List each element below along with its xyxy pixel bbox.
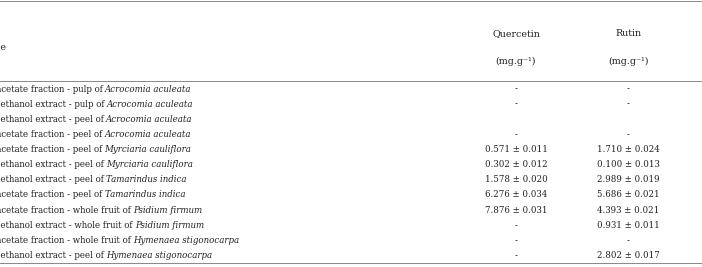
- Text: Sample: Sample: [0, 43, 6, 52]
- Text: -: -: [627, 236, 630, 245]
- Text: -: -: [627, 100, 630, 109]
- Text: -: -: [515, 236, 517, 245]
- Text: Ethyl acetate fraction - peel of: Ethyl acetate fraction - peel of: [0, 130, 105, 139]
- Text: -: -: [627, 130, 630, 139]
- Text: -: -: [515, 100, 517, 109]
- Text: Tamarindus indica: Tamarindus indica: [105, 190, 185, 199]
- Text: 0.100 ± 0.013: 0.100 ± 0.013: [597, 160, 660, 169]
- Text: Crude ethanol extract - peel of: Crude ethanol extract - peel of: [0, 175, 106, 184]
- Text: Tamarindus indica: Tamarindus indica: [106, 175, 187, 184]
- Text: (mg.g⁻¹): (mg.g⁻¹): [496, 57, 536, 66]
- Text: (mg.g⁻¹): (mg.g⁻¹): [608, 57, 649, 66]
- Text: 7.876 ± 0.031: 7.876 ± 0.031: [484, 206, 548, 215]
- Text: Psidium firmum: Psidium firmum: [135, 221, 204, 230]
- Text: Acrocomia aculeata: Acrocomia aculeata: [107, 100, 193, 109]
- Text: Myrciaria cauliflora: Myrciaria cauliflora: [105, 145, 192, 154]
- Text: Acrocomia aculeata: Acrocomia aculeata: [106, 115, 192, 124]
- Text: Crude ethanol extract - whole fruit of: Crude ethanol extract - whole fruit of: [0, 221, 135, 230]
- Text: 0.931 ± 0.011: 0.931 ± 0.011: [597, 221, 660, 230]
- Text: 0.571 ± 0.011: 0.571 ± 0.011: [484, 145, 548, 154]
- Text: Crude ethanol extract - pulp of: Crude ethanol extract - pulp of: [0, 100, 107, 109]
- Text: Crude ethanol extract - peel of: Crude ethanol extract - peel of: [0, 115, 106, 124]
- Text: Hymenaea stigonocarpa: Hymenaea stigonocarpa: [106, 251, 212, 260]
- Text: Acrocomia aculeata: Acrocomia aculeata: [105, 84, 192, 93]
- Text: -: -: [515, 221, 517, 230]
- Text: Ethyl acetate fraction - peel of: Ethyl acetate fraction - peel of: [0, 145, 105, 154]
- Text: Ethyl acetate fraction - pulp of: Ethyl acetate fraction - pulp of: [0, 84, 105, 93]
- Text: Crude ethanol extract - peel of: Crude ethanol extract - peel of: [0, 251, 106, 260]
- Text: 5.686 ± 0.021: 5.686 ± 0.021: [597, 190, 660, 199]
- Text: 1.578 ± 0.020: 1.578 ± 0.020: [484, 175, 548, 184]
- Text: Rutin: Rutin: [615, 29, 642, 38]
- Text: 1.710 ± 0.024: 1.710 ± 0.024: [597, 145, 660, 154]
- Text: 4.393 ± 0.021: 4.393 ± 0.021: [597, 206, 659, 215]
- Text: 0.302 ± 0.012: 0.302 ± 0.012: [484, 160, 548, 169]
- Text: -: -: [515, 251, 517, 260]
- Text: -: -: [515, 84, 517, 93]
- Text: 2.989 ± 0.019: 2.989 ± 0.019: [597, 175, 660, 184]
- Text: Myrciaria cauliflora: Myrciaria cauliflora: [106, 160, 193, 169]
- Text: Ethyl acetate fraction - whole fruit of: Ethyl acetate fraction - whole fruit of: [0, 206, 133, 215]
- Text: 2.802 ± 0.017: 2.802 ± 0.017: [597, 251, 660, 260]
- Text: -: -: [515, 130, 517, 139]
- Text: Ethyl acetate fraction - whole fruit of: Ethyl acetate fraction - whole fruit of: [0, 236, 133, 245]
- Text: 6.276 ± 0.034: 6.276 ± 0.034: [485, 190, 547, 199]
- Text: Acrocomia aculeata: Acrocomia aculeata: [105, 130, 191, 139]
- Text: Hymenaea stigonocarpa: Hymenaea stigonocarpa: [133, 236, 239, 245]
- Text: Psidium firmum: Psidium firmum: [133, 206, 202, 215]
- Text: -: -: [627, 84, 630, 93]
- Text: Quercetin: Quercetin: [492, 29, 540, 38]
- Text: Crude ethanol extract - peel of: Crude ethanol extract - peel of: [0, 160, 106, 169]
- Text: Ethyl acetate fraction - peel of: Ethyl acetate fraction - peel of: [0, 190, 105, 199]
